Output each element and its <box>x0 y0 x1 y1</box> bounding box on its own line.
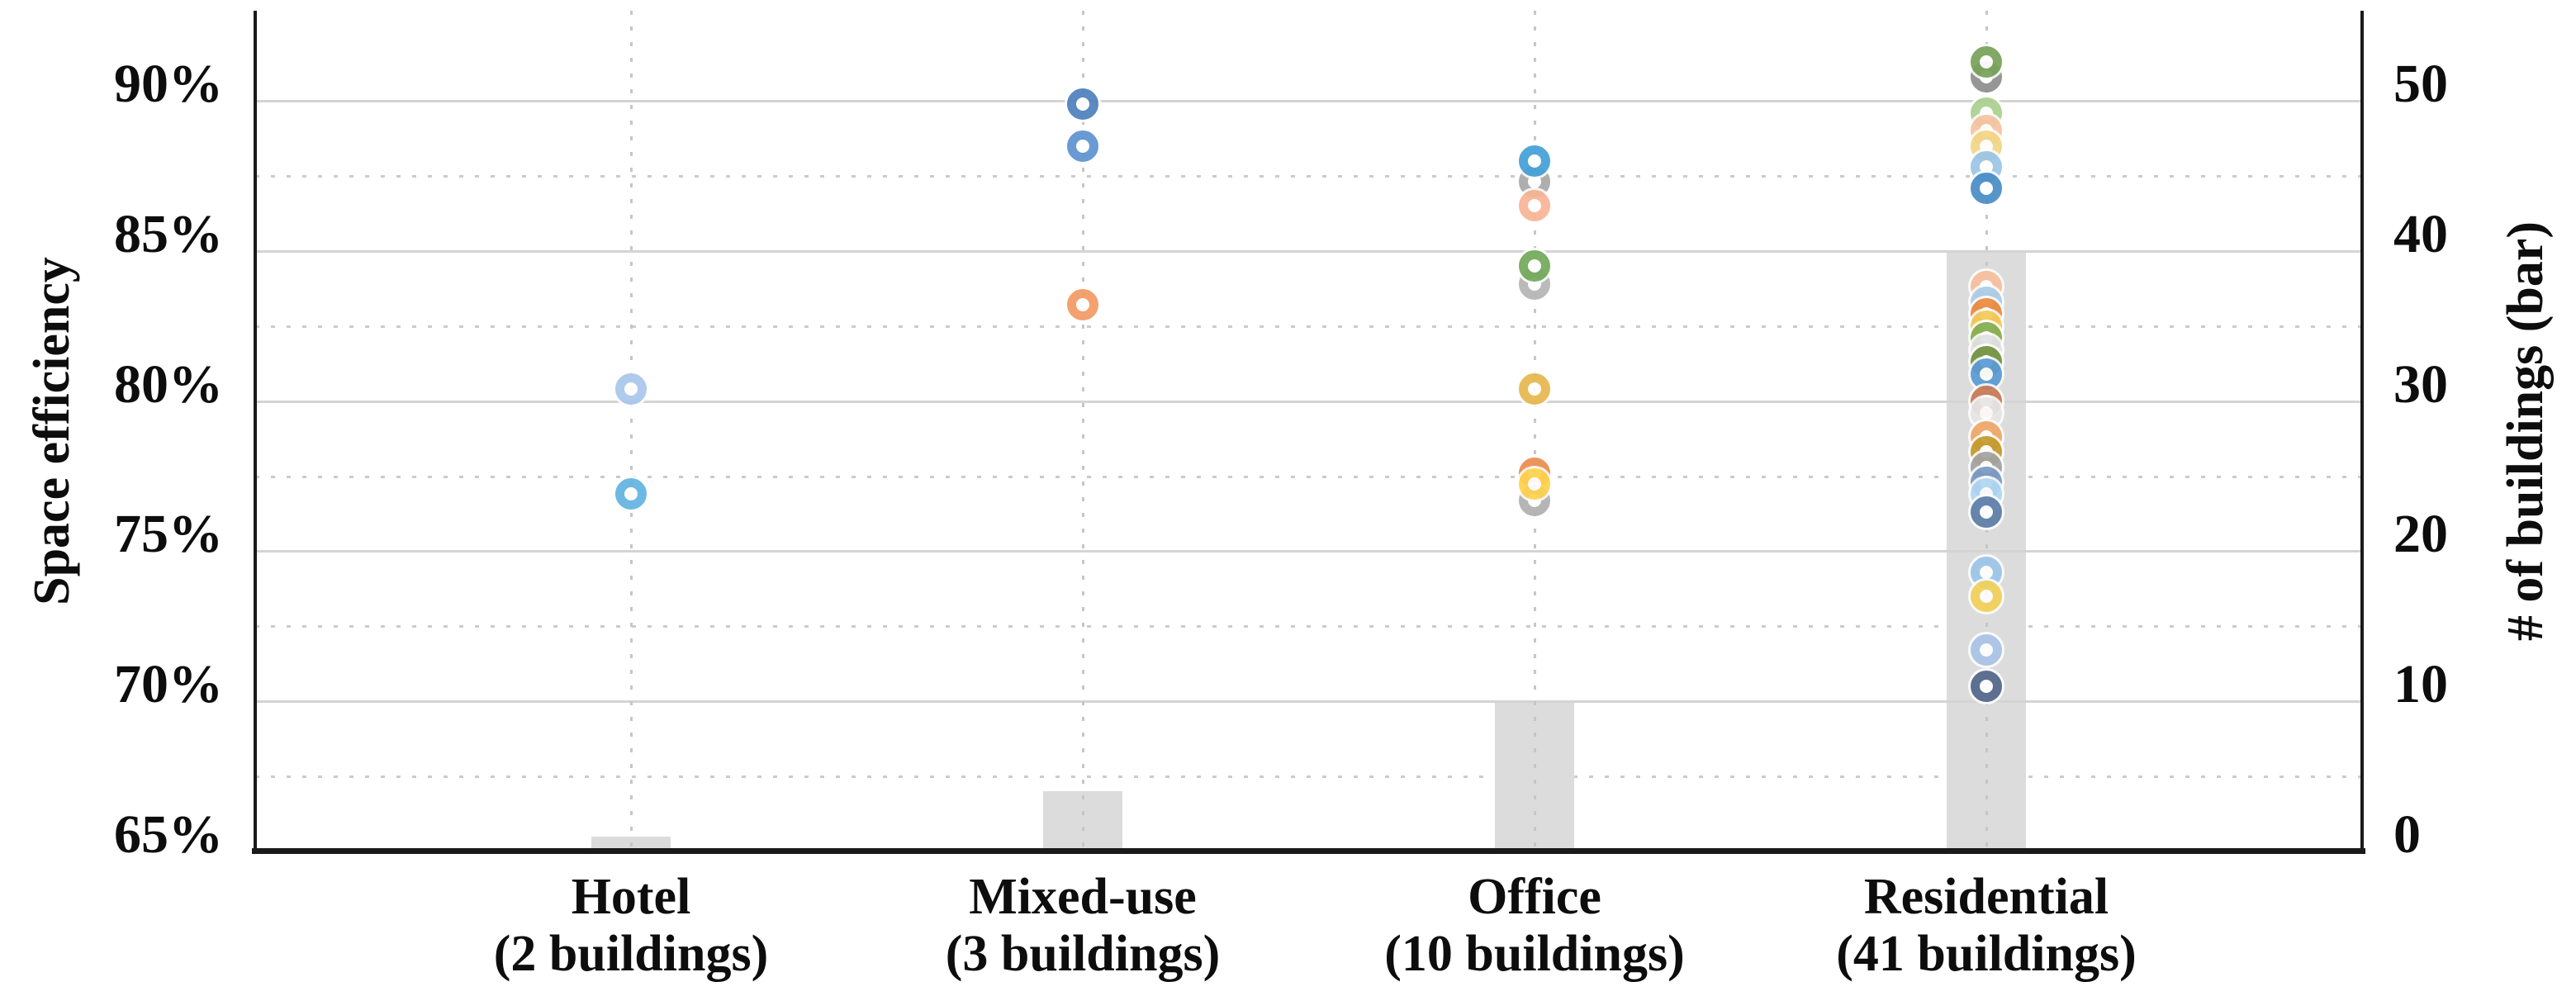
category-name: Mixed-use <box>969 869 1197 925</box>
category-count: (2 buildings) <box>493 926 769 983</box>
point-residential-76.3 <box>1971 496 2002 528</box>
category-label-hotel: Hotel (2 buildings) <box>367 869 895 984</box>
point-office-80.4 <box>1519 373 1550 405</box>
point-mixed-use-88.5 <box>1067 130 1098 162</box>
point-hotel-80.4 <box>615 373 647 405</box>
right-tick-30: 30 <box>2393 353 2448 415</box>
left-tick-85%: 85% <box>114 203 223 264</box>
point-residential-80.9 <box>1971 358 2002 390</box>
plot-area <box>252 11 2365 854</box>
gridline-major <box>255 400 2362 403</box>
category-label-mixed-use: Mixed-use (3 buildings) <box>818 869 1347 984</box>
gridline-major <box>255 100 2362 103</box>
left-tick-75%: 75% <box>114 504 223 565</box>
right-tick-10: 10 <box>2393 654 2448 715</box>
point-office-77.25 <box>1519 468 1550 500</box>
gridline-major <box>255 249 2362 253</box>
gridline-major <box>255 700 2362 704</box>
y-axis-line-left <box>254 11 257 851</box>
gridline-minor <box>255 475 2362 478</box>
category-count: (41 buildings) <box>1836 926 2137 983</box>
right-tick-20: 20 <box>2393 504 2448 565</box>
category-gridline-mixed-use <box>1082 11 1084 851</box>
category-count: (3 buildings) <box>945 926 1221 983</box>
x-axis-line <box>252 848 2365 854</box>
category-label-office: Office (10 buildings) <box>1270 869 1799 984</box>
left-tick-65%: 65% <box>114 804 223 865</box>
point-office-84.5 <box>1519 250 1550 282</box>
y-axis-line-right <box>2360 11 2364 851</box>
category-name: Hotel <box>571 869 691 925</box>
category-gridline-hotel <box>630 11 633 851</box>
point-hotel-76.9 <box>615 478 647 510</box>
gridline-minor <box>255 174 2362 178</box>
category-label-residential: Residential (41 buildings) <box>1722 869 2251 984</box>
point-mixed-use-83.2 <box>1067 289 1098 320</box>
point-residential-91.3 <box>1971 46 2002 78</box>
category-name: Residential <box>1863 869 2109 925</box>
point-office-86.5 <box>1519 190 1550 221</box>
gridline-minor <box>255 325 2362 328</box>
right-tick-50: 50 <box>2393 54 2448 115</box>
point-residential-70.5 <box>1971 671 2002 702</box>
category-name: Office <box>1468 869 1601 925</box>
left-tick-70%: 70% <box>114 654 223 715</box>
category-count: (10 buildings) <box>1384 926 1685 983</box>
point-residential-71.7 <box>1971 634 2002 666</box>
left-tick-90%: 90% <box>114 54 223 115</box>
right-tick-0: 0 <box>2393 804 2421 865</box>
right-axis-title: # of buildings (bar) <box>2498 221 2554 642</box>
point-mixed-use-89.9 <box>1067 88 1098 120</box>
point-office-88 <box>1519 145 1550 177</box>
left-tick-80%: 80% <box>114 353 223 415</box>
category-gridline-office <box>1534 11 1536 851</box>
gridline-minor <box>255 625 2362 628</box>
point-residential-87.1 <box>1971 173 2002 204</box>
gridline-minor <box>255 775 2362 779</box>
gridline-major <box>255 550 2362 553</box>
right-tick-40: 40 <box>2393 203 2448 264</box>
point-residential-73.5 <box>1971 581 2002 612</box>
